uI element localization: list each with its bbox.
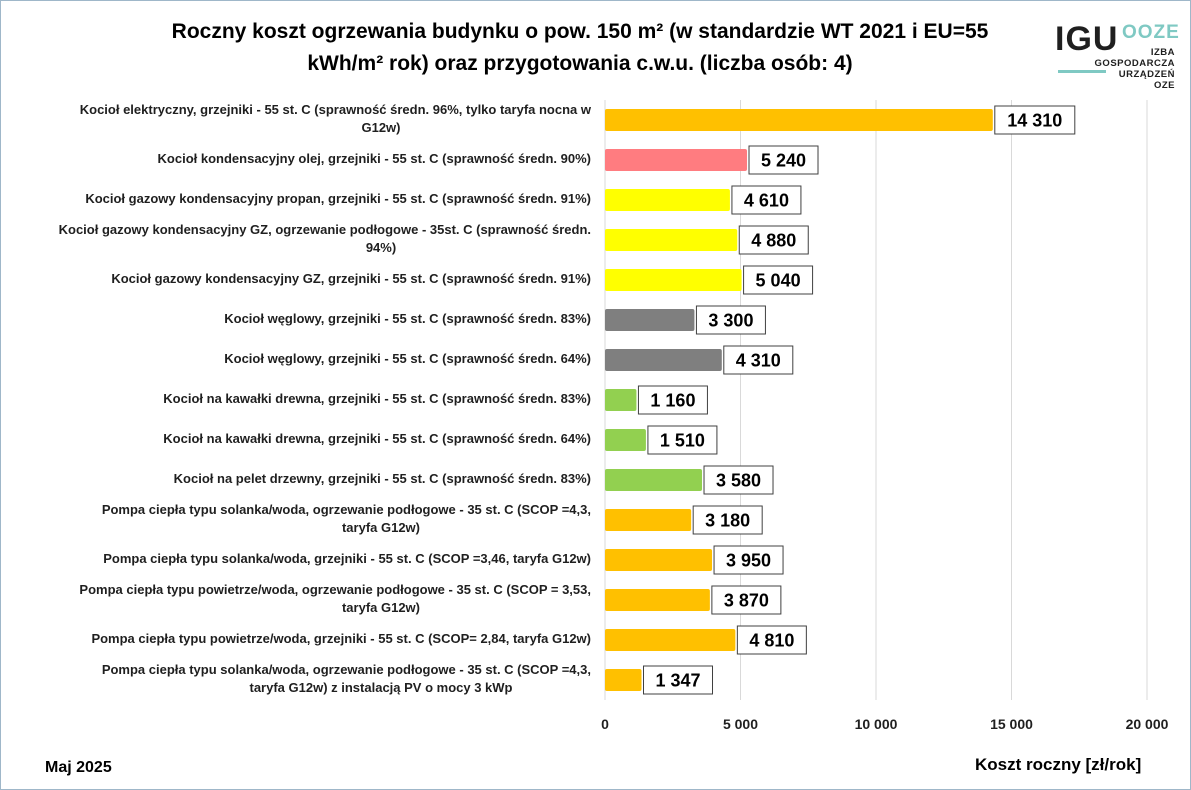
data-label: 3 870	[724, 591, 769, 611]
category-label: Pompa ciepła typu powietrze/woda, grzejn…	[1, 630, 591, 648]
data-label-box	[643, 665, 714, 695]
data-label: 3 300	[708, 311, 753, 331]
chart-title-line-2: kWh/m² rok) oraz przygotowania c.w.u. (l…	[307, 52, 853, 75]
category-label: Pompa ciepła typu solanka/woda, ogrzewan…	[1, 661, 591, 697]
bar	[605, 509, 692, 531]
bar	[605, 429, 646, 451]
logo-text-line-3: URZĄDZEŃ	[1118, 69, 1175, 80]
category-label: Kocioł węglowy, grzejniki - 55 st. C (sp…	[1, 310, 591, 328]
data-label: 4 880	[751, 231, 796, 251]
category-label: Kocioł gazowy kondensacyjny GZ, ogrzewan…	[1, 221, 591, 257]
category-label-line: Kocioł kondensacyjny olej, grzejniki - 5…	[157, 151, 591, 166]
logo-igu-text: IGU	[1055, 20, 1119, 58]
category-label: Kocioł gazowy kondensacyjny GZ, grzejnik…	[1, 270, 591, 288]
category-label-line: Pompa ciepła typu powietrze/woda, grzejn…	[91, 631, 591, 646]
x-tick-label: 20 000	[1126, 716, 1169, 732]
category-label-line: G12w)	[361, 120, 401, 135]
category-label: Pompa ciepła typu powietrze/woda, ogrzew…	[1, 581, 591, 617]
data-label-box	[743, 265, 814, 295]
x-tick-label: 5 000	[723, 716, 758, 732]
data-label: 4 810	[749, 631, 794, 651]
category-label-line: Kocioł elektryczny, grzejniki - 55 st. C…	[79, 102, 591, 117]
data-label: 4 610	[744, 191, 789, 211]
data-label: 3 180	[705, 511, 750, 531]
data-label: 1 160	[650, 391, 695, 411]
category-label-line: Pompa ciepła typu solanka/woda, grzejnik…	[103, 551, 591, 566]
logo-text-line-1: IZBA	[1150, 47, 1175, 58]
category-label-line: Kocioł gazowy kondensacyjny GZ, ogrzewan…	[58, 222, 591, 237]
x-tick-label: 15 000	[990, 716, 1033, 732]
data-label: 4 310	[736, 351, 781, 371]
category-label-line: taryfa G12w) z instalacją PV o mocy 3 kW…	[249, 680, 513, 695]
category-label-line: Kocioł węglowy, grzejniki - 55 st. C (sp…	[224, 311, 591, 326]
logo-text-line-4: OZE	[1153, 80, 1175, 91]
category-label: Kocioł kondensacyjny olej, grzejniki - 5…	[1, 150, 591, 168]
category-label: Pompa ciepła typu solanka/woda, ogrzewan…	[1, 501, 591, 537]
data-label-box	[731, 185, 802, 215]
bar	[605, 629, 736, 651]
logo-oze-text: OOZE	[1122, 22, 1180, 43]
bar	[605, 469, 703, 491]
category-label: Kocioł na kawałki drewna, grzejniki - 55…	[1, 390, 591, 408]
data-label-box	[637, 385, 708, 415]
category-label-line: taryfa G12w)	[341, 600, 421, 615]
data-label-box	[748, 145, 819, 175]
bar	[605, 309, 695, 331]
logo-accent-bar	[1058, 70, 1106, 73]
data-label-box	[703, 465, 774, 495]
logo-text-line-2: GOSPODARCZA	[1094, 58, 1175, 69]
bar	[605, 269, 742, 291]
category-label-line: Pompa ciepła typu solanka/woda, ogrzewan…	[101, 502, 591, 517]
category-label: Kocioł na pelet drzewny, grzejniki - 55 …	[1, 470, 591, 488]
category-label-line: Kocioł węglowy, grzejniki - 55 st. C (sp…	[224, 351, 591, 366]
category-label-line: Kocioł gazowy kondensacyjny propan, grze…	[85, 191, 591, 206]
data-label: 14 310	[1007, 111, 1062, 131]
category-label-line: Kocioł na kawałki drewna, grzejniki - 55…	[163, 431, 591, 446]
x-tick-label: 0	[601, 716, 609, 732]
data-label: 5 040	[756, 271, 801, 291]
category-label-line: 94%)	[365, 240, 397, 255]
chart-title-line-1: Roczny koszt ogrzewania budynku o pow. 1…	[171, 20, 989, 43]
data-label-box	[695, 305, 766, 335]
data-label-box	[711, 585, 782, 615]
x-tick-label: 10 000	[855, 716, 898, 732]
bar	[605, 669, 642, 691]
data-label: 5 240	[761, 151, 806, 171]
bar	[605, 589, 710, 611]
data-label-box	[723, 345, 794, 375]
category-label: Kocioł gazowy kondensacyjny propan, grze…	[1, 190, 591, 208]
x-axis-title: Koszt roczny [zł/rok]	[975, 755, 1142, 774]
category-label-line: Kocioł na kawałki drewna, grzejniki - 55…	[163, 391, 591, 406]
data-label-box	[738, 225, 809, 255]
category-label: Pompa ciepła typu solanka/woda, grzejnik…	[1, 550, 591, 568]
data-label: 1 347	[655, 671, 700, 691]
data-label: 1 510	[660, 431, 705, 451]
data-label-box	[692, 505, 763, 535]
category-label-line: Pompa ciepła typu solanka/woda, ogrzewan…	[101, 662, 591, 677]
category-label-line: Pompa ciepła typu powietrze/woda, ogrzew…	[79, 582, 591, 597]
data-label-box	[736, 625, 807, 655]
bar	[605, 229, 738, 251]
category-label: Kocioł elektryczny, grzejniki - 55 st. C…	[1, 101, 591, 137]
bar	[605, 549, 713, 571]
bar	[605, 189, 730, 211]
category-label: Kocioł węglowy, grzejniki - 55 st. C (sp…	[1, 350, 591, 368]
bar	[605, 389, 637, 411]
data-label: 3 950	[726, 551, 771, 571]
date-label: Maj 2025	[45, 759, 112, 776]
bar	[605, 109, 993, 131]
bar	[605, 349, 722, 371]
data-label-box	[994, 105, 1076, 135]
category-label-line: taryfa G12w)	[341, 520, 421, 535]
bar	[605, 149, 748, 171]
category-label-line: Kocioł na pelet drzewny, grzejniki - 55 …	[173, 471, 591, 486]
category-label-line: Kocioł gazowy kondensacyjny GZ, grzejnik…	[111, 271, 591, 286]
data-label: 3 580	[716, 471, 761, 491]
data-label-box	[713, 545, 784, 575]
category-label: Kocioł na kawałki drewna, grzejniki - 55…	[1, 430, 591, 448]
data-label-box	[647, 425, 718, 455]
